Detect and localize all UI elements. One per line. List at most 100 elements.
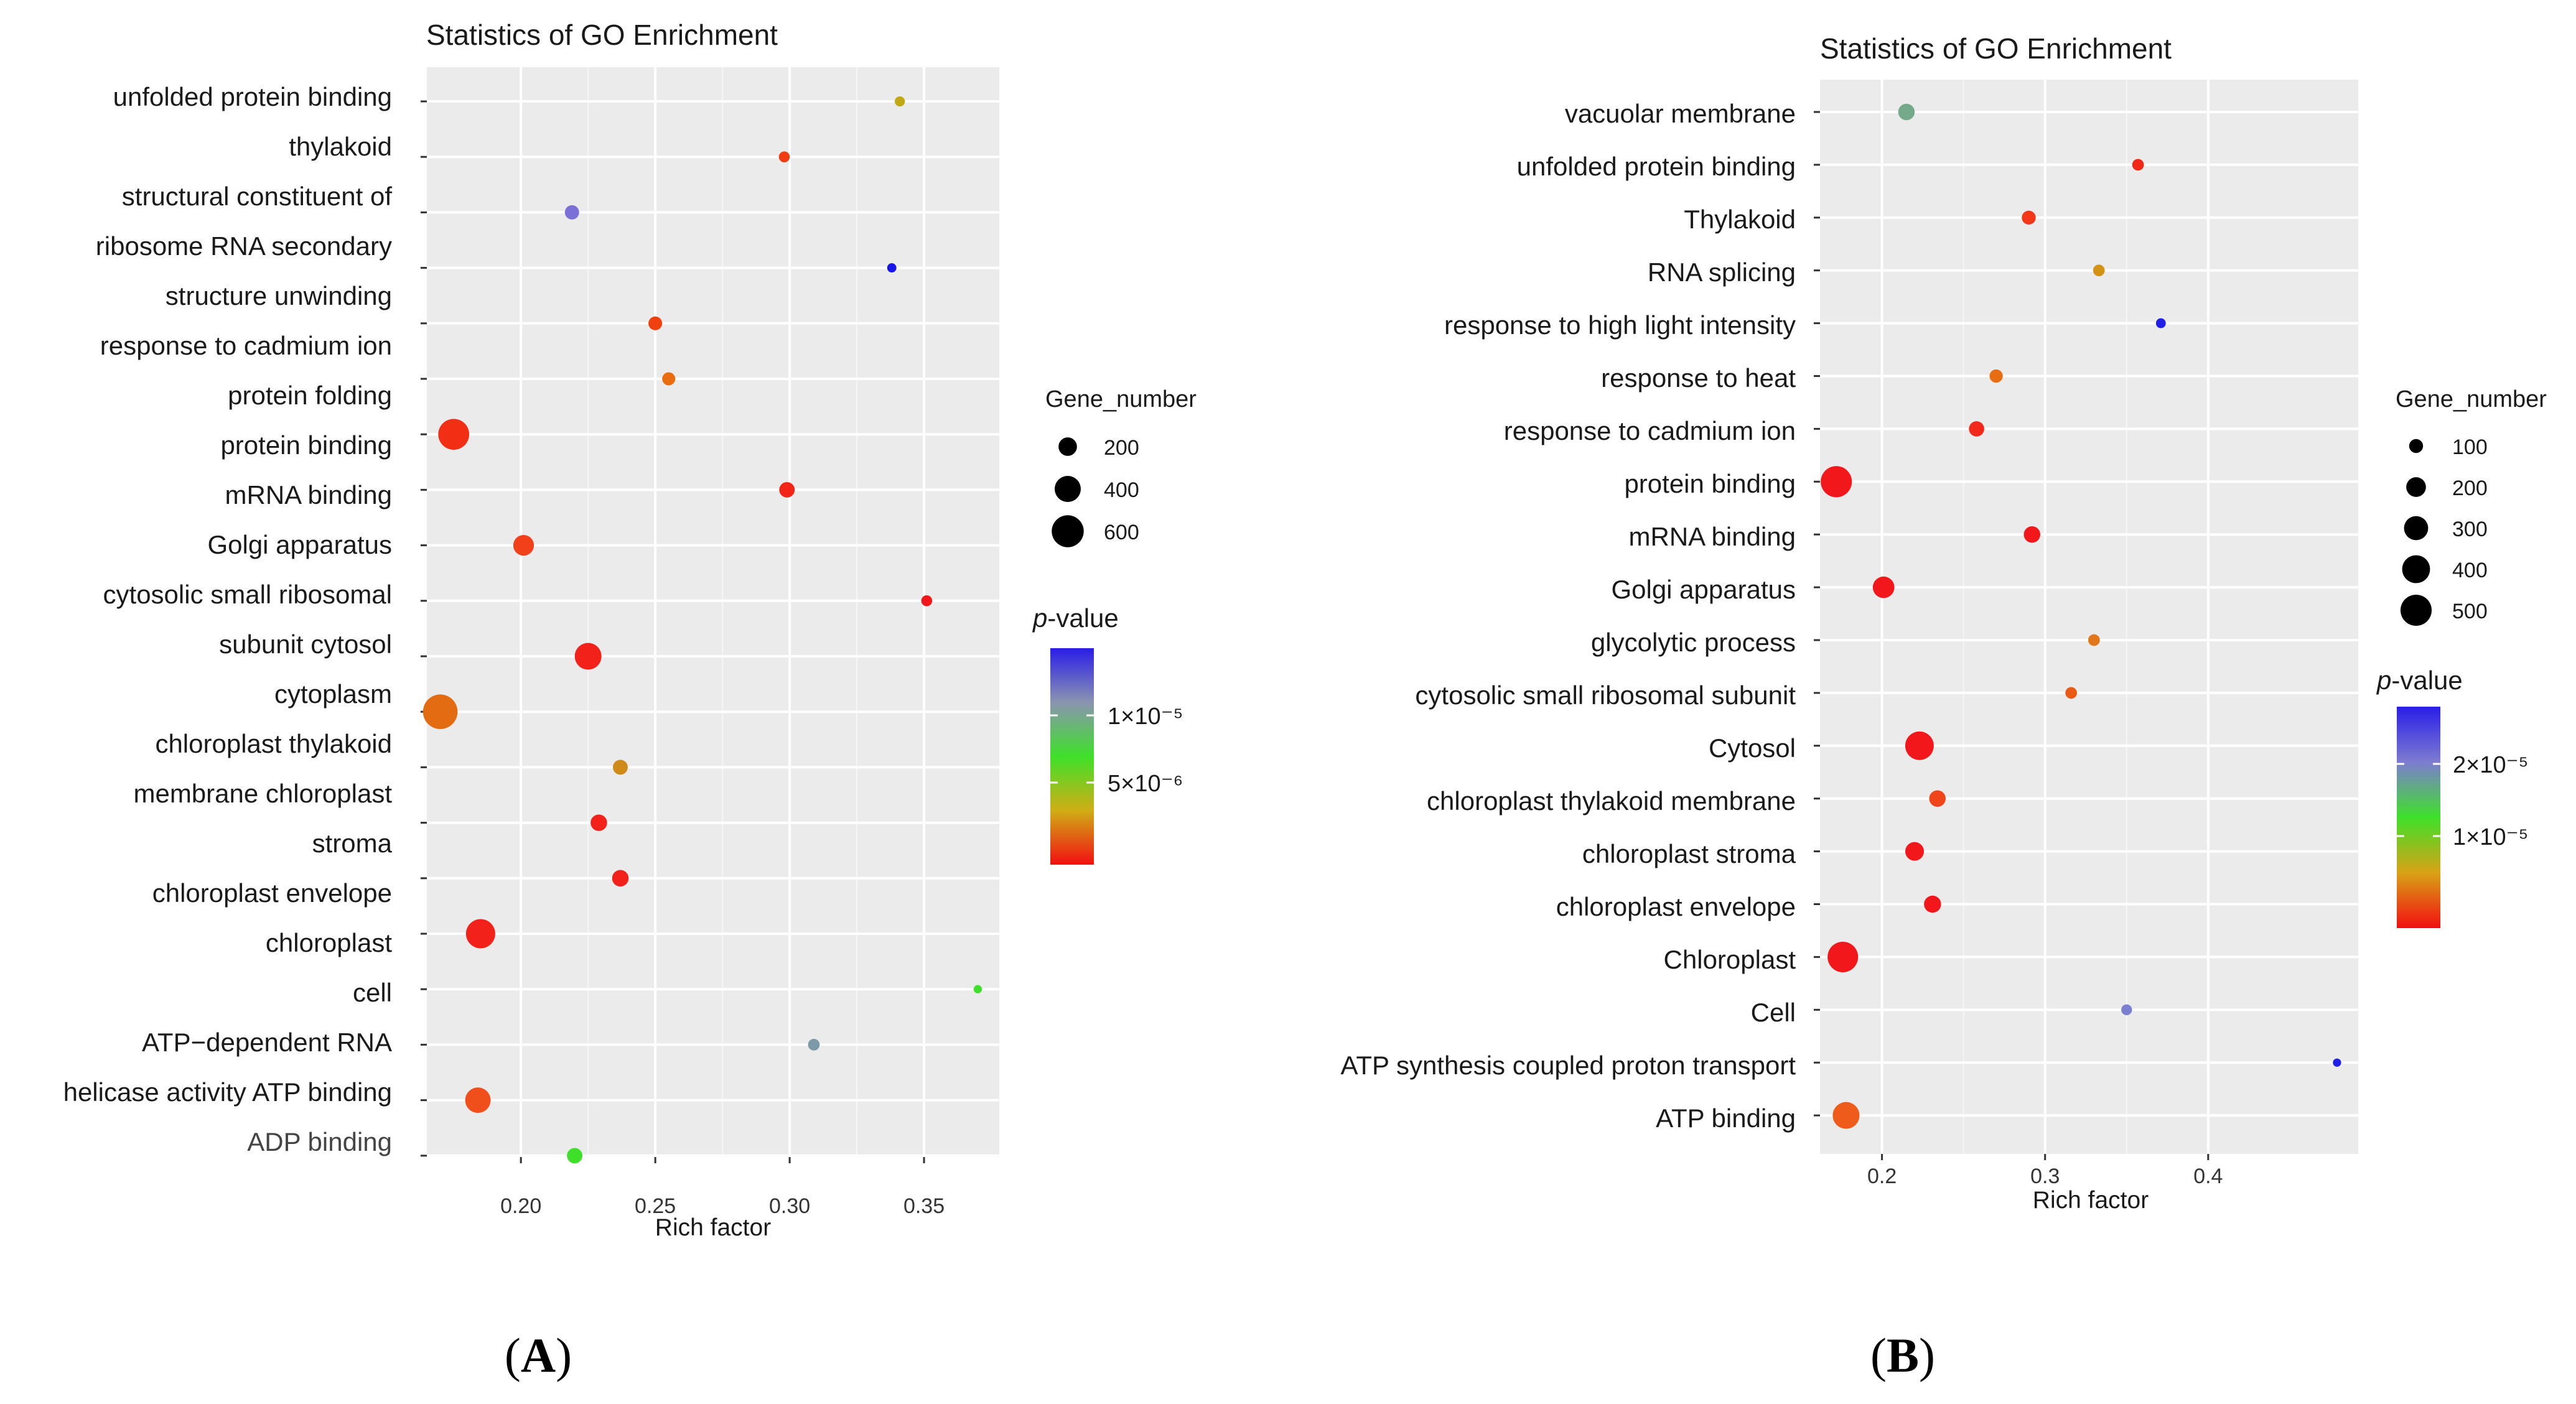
y-tick-label: chloroplast envelope [152, 878, 392, 908]
panel-a-colorbar [1050, 648, 1094, 865]
y-tick-label: chloroplast stroma [1582, 839, 1796, 868]
data-point [662, 372, 676, 386]
y-tick-label: subunit cytosol [219, 630, 392, 659]
y-tick-label: cytosolic small ribosomal subunit [1415, 681, 1796, 710]
panel-a-letter: (A) [505, 1328, 572, 1382]
data-point [1924, 895, 1941, 913]
data-point [2023, 526, 2041, 543]
data-point [438, 419, 470, 450]
y-tick-label: cytoplasm [274, 679, 392, 709]
size-legend-key [2404, 516, 2429, 541]
y-tick-label: protein binding [1624, 469, 1796, 498]
data-point [921, 595, 933, 607]
size-legend-key [1052, 515, 1084, 547]
y-tick-label: chloroplast thylakoid [155, 729, 392, 758]
panel-b-title: Statistics of GO Enrichment [1820, 32, 2172, 65]
x-tick-label: 0.4 [2193, 1165, 2223, 1188]
y-tick-label: cytosolic small ribosomal [103, 580, 392, 609]
x-tick-label: 0.3 [2030, 1165, 2060, 1188]
data-point [887, 263, 897, 273]
y-tick-label: chloroplast thylakoid membrane [1427, 786, 1796, 816]
panel-b-gridlines [1820, 80, 2358, 1154]
data-point [1905, 731, 1934, 760]
data-point [613, 760, 628, 775]
y-tick-label: membrane chloroplast [133, 779, 392, 808]
panel-b-colorbar [2397, 707, 2440, 928]
panel-a-y-labels: unfolded protein binding thylakoid structu… [63, 82, 393, 1156]
size-legend-label: 200 [2452, 477, 2488, 500]
panel-b: Statistics of GO Enrichment vacuolar mem… [1340, 32, 2547, 1382]
y-tick-label: cell [353, 978, 392, 1007]
y-tick-label: mRNA binding [225, 480, 392, 509]
data-point [2093, 264, 2105, 277]
size-legend-key [2400, 594, 2432, 626]
size-legend-key [1058, 437, 1077, 456]
panel-b-colorbar-label-2: 1×10⁻⁵ [2453, 824, 2528, 850]
x-tick-label: 0.35 [903, 1194, 945, 1218]
data-point [1905, 842, 1925, 861]
y-tick-label: response to heat [1601, 363, 1796, 393]
size-legend-key [2409, 439, 2424, 453]
y-tick-label: Thylakoid [1684, 205, 1796, 234]
size-legend-label: 400 [1104, 478, 1139, 502]
y-tick-label: thylakoid [289, 132, 392, 161]
data-point [1821, 466, 1852, 498]
y-tick-label: unfolded protein binding [1517, 152, 1796, 181]
y-tick-label: helicase activity ATP binding [63, 1077, 392, 1107]
data-point [1989, 369, 2003, 383]
y-tick-label: protein folding [228, 381, 392, 410]
data-point [574, 643, 602, 670]
y-tick-label: vacuolar membrane [1565, 99, 1796, 128]
panel-a-gridlines [427, 67, 999, 1157]
size-legend-label: 400 [2452, 559, 2488, 582]
data-point [895, 96, 905, 107]
data-point [779, 481, 795, 498]
panel-b-plot-area [1820, 80, 2358, 1154]
panel-a-color-legend-title: p-value [1032, 603, 1119, 633]
y-tick-label: stroma [312, 829, 393, 858]
data-point [2132, 159, 2144, 171]
panel-a-y-ticks [421, 100, 427, 1157]
y-tick-label: ATP synthesis coupled proton transport [1340, 1051, 1796, 1080]
size-legend-label: 300 [2452, 518, 2488, 541]
panel-a-points [422, 96, 982, 1164]
size-legend-label: 200 [1104, 436, 1139, 460]
data-point [778, 151, 790, 162]
data-point [422, 694, 458, 729]
size-legend-label: 500 [2452, 600, 2488, 623]
size-legend-label: 100 [2452, 435, 2488, 459]
data-point [1898, 103, 1915, 121]
panel-b-x-ticks: 0.2 0.3 0.4 [1867, 1154, 2223, 1188]
y-tick-label: ATP−dependent RNA [142, 1028, 392, 1057]
y-tick-label: unfolded protein binding [113, 82, 392, 111]
panel-a-size-legend: Gene_number 200 400 600 [1045, 386, 1197, 547]
panel-a-colorbar-label-1: 1×10⁻⁵ [1108, 704, 1183, 730]
panel-b-colorbar-label-1: 2×10⁻⁵ [2453, 752, 2528, 778]
data-point [465, 919, 495, 949]
panel-b-letter: (B) [1870, 1328, 1935, 1382]
panel-b-y-labels: vacuolar membrane unfolded protein bindin… [1340, 99, 1796, 1133]
y-tick-label: Golgi apparatus [1611, 575, 1796, 604]
data-point [1969, 421, 1984, 437]
panel-a-size-legend-title: Gene_number [1045, 386, 1197, 412]
data-point [973, 985, 982, 993]
size-legend-key [1055, 476, 1081, 502]
y-tick-label: structural constituent of [122, 182, 393, 211]
data-point [2088, 634, 2100, 646]
y-tick-label: structure unwinding [166, 281, 392, 310]
y-tick-label: glycolytic process [1591, 628, 1796, 657]
data-point [1827, 941, 1859, 972]
y-tick-label: response to cadmium ion [1504, 416, 1796, 445]
data-point [2121, 1004, 2132, 1015]
data-point [2333, 1058, 2341, 1067]
y-tick-label: Cytosol [1709, 733, 1796, 763]
x-tick-label: 0.30 [769, 1194, 810, 1218]
y-tick-label: Golgi apparatus [207, 530, 392, 559]
panel-a-colorbar-label-2: 5×10⁻⁶ [1108, 771, 1183, 797]
data-point [1832, 1102, 1860, 1129]
y-tick-label: ribosome RNA secondary [96, 231, 392, 261]
y-tick-label: Chloroplast [1664, 945, 1796, 974]
data-point [2022, 210, 2036, 225]
